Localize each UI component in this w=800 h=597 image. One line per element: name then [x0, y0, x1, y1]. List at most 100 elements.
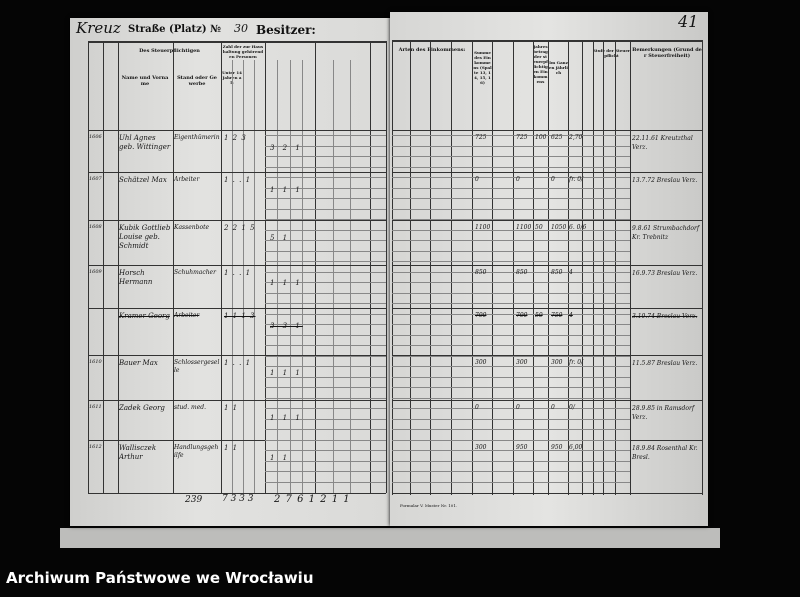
grid-line [392, 172, 702, 173]
ruling [265, 177, 386, 178]
person-counts: 1 2 3 [224, 134, 247, 142]
deduction: 50 [535, 312, 543, 319]
occupation: Eigenthümerin [174, 134, 220, 141]
owner-label: Besitzer: [256, 23, 316, 37]
grid-line [302, 60, 303, 493]
ruling [392, 156, 630, 157]
remarks: 9.8.61 Strumbachdorf Kr. Trebnitz [632, 225, 700, 241]
occupation: Kassenbote [174, 224, 210, 231]
grid-line [603, 40, 604, 495]
ruling [265, 471, 386, 472]
house-number: 30 [234, 22, 248, 35]
income-value: 0 [475, 176, 479, 183]
ruling [265, 429, 386, 430]
occupation-column-header: Stand oder Gewerbe [177, 75, 217, 87]
tax-rate: 0/ [569, 404, 575, 411]
grid-line [392, 493, 702, 494]
household-marks: 1 1 1 [270, 279, 303, 287]
household-marks: 1 1 1 [270, 414, 303, 422]
grid-line [533, 40, 534, 495]
person-counts: 1 1 [224, 444, 239, 452]
income-value: 850 [475, 269, 487, 276]
annual-amount: 300 [551, 359, 563, 366]
ruling [265, 418, 386, 420]
deduction: 50 [535, 224, 543, 231]
tax-rate: 6. 0/6 [569, 224, 587, 231]
totals-label: 239 [185, 495, 203, 505]
person-counts: 1 . . 1 [224, 176, 252, 184]
grid-line [548, 40, 549, 495]
grid-line [88, 440, 386, 441]
ruling [265, 334, 386, 336]
taxpayer-name: Horsch Hermann [119, 269, 153, 286]
ruling [392, 145, 630, 147]
ruling [265, 208, 386, 210]
row-number: 1608 [89, 224, 102, 230]
ruling [265, 450, 386, 451]
household-marks: 5 1 [270, 234, 291, 242]
ruling [265, 460, 386, 462]
ruling [392, 282, 630, 283]
ruling [265, 187, 386, 189]
taxpayer-name: Zadek Georg [119, 404, 165, 412]
street-name: Kreuz [76, 19, 121, 37]
year-header: Im Ganzen jährlich [549, 60, 568, 75]
total-income: 1100 [516, 224, 532, 231]
grid-line [472, 40, 473, 495]
occupation: Arbeiter [174, 312, 200, 319]
tax-rate: 4 [569, 312, 573, 319]
grid-line [254, 60, 255, 493]
grid-line [702, 40, 703, 495]
taxpayer-name: Kubik Gottlieb Louise geb. Schmidt [119, 224, 171, 250]
tax-rate: 6,00 [569, 444, 583, 451]
household-marks: 1 1 [270, 454, 291, 462]
ruling [392, 303, 630, 304]
income-value: 725 [475, 134, 487, 141]
grid-line [392, 265, 702, 266]
remarks: 13.7.72 Breslau Verz. [632, 177, 698, 184]
annual-amount: 950 [551, 444, 563, 451]
taxpayer-group-header: Des Steuerpflichtigen [139, 48, 200, 54]
annual-amount-header: Jahresbetrag der steuerpflichtigen Einko… [533, 44, 548, 84]
page-number: 41 [678, 12, 699, 31]
ruling [265, 408, 386, 409]
ruling [265, 355, 386, 357]
ruling [392, 240, 630, 241]
street-label: Straße (Platz) № [128, 24, 221, 35]
ruling [392, 366, 630, 367]
ruling [392, 198, 630, 199]
occupation: Arbeiter [174, 176, 200, 183]
deduction: 100 [535, 134, 547, 141]
grid-line [392, 40, 393, 495]
taxpayer-name: Schätzel Max [119, 176, 167, 184]
grid-line [243, 60, 244, 493]
total-income: 700 [516, 312, 528, 319]
grid-line [221, 41, 222, 493]
ruling [392, 292, 630, 294]
ruling [392, 229, 630, 231]
grid-line [232, 60, 233, 493]
income-types-header: Arten des Einkommens: [398, 47, 466, 53]
remarks-header: Bemerkungen (Grund der Steuerfreiheit) [632, 47, 702, 59]
ruling [392, 208, 630, 210]
grid-line [392, 400, 702, 401]
total-income: 0 [516, 404, 520, 411]
ruling [265, 219, 386, 220]
row-number: 1609 [89, 269, 102, 275]
ruling [392, 376, 630, 378]
ruling [265, 135, 386, 136]
person-counts: 1 . . 1 [224, 269, 252, 277]
ruling [392, 418, 630, 420]
ruling [265, 324, 386, 325]
person-counts: 1 1 1 3 [224, 312, 256, 320]
tax-rate: 2,70 [569, 134, 583, 141]
annual-amount: 0 [551, 404, 555, 411]
archive-caption: Archiwum Państwowe we Wrocławiu [6, 569, 314, 587]
income-value: 300 [475, 444, 487, 451]
ruling [392, 450, 630, 451]
ruling [392, 250, 630, 252]
grid-line [392, 130, 702, 131]
annual-amount: 750 [551, 312, 563, 319]
grid-line [392, 220, 702, 221]
grid-line [88, 355, 386, 356]
